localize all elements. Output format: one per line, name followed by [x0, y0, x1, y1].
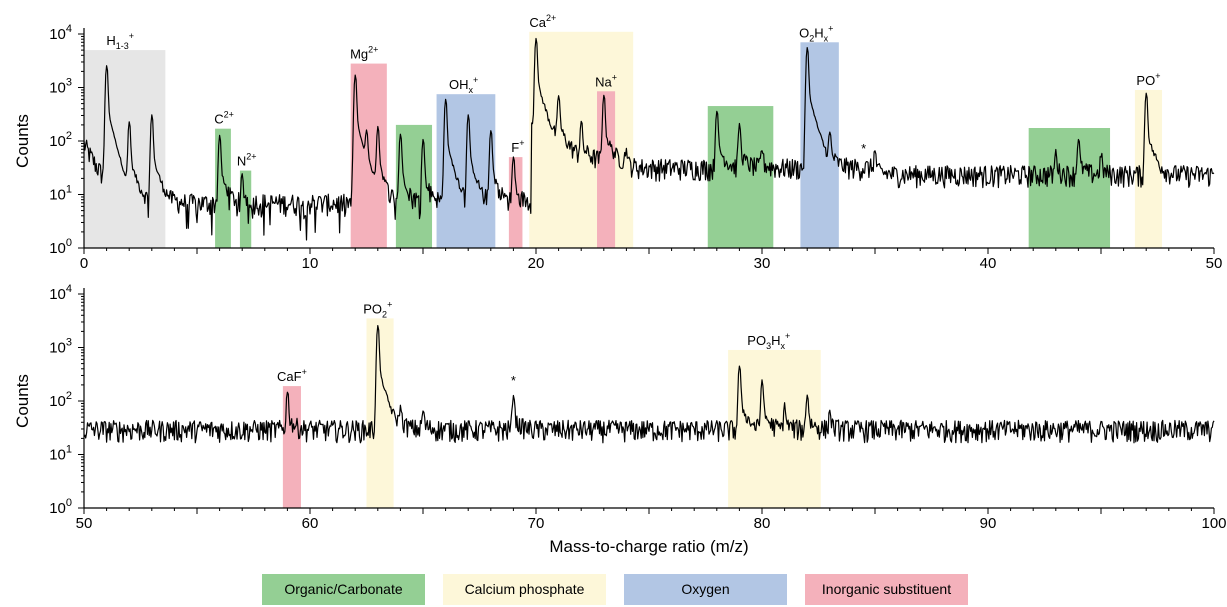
region-0	[84, 50, 166, 249]
peak-label: Ca2+	[529, 13, 556, 30]
region-0	[282, 386, 301, 508]
peak-label: Na+	[595, 72, 617, 89]
region-2	[239, 170, 252, 248]
spectrum-line	[83, 37, 1215, 241]
peak-label: Mg2+	[350, 45, 378, 62]
peak-label: H1-3+	[106, 31, 134, 51]
panel-top: 0 10 20 30 40 50 100 101 102 103 104 Counts H1-3+ C2+…	[13, 13, 1222, 272]
peak-label: PO+	[1136, 71, 1160, 88]
peak-label: PO3Hx+	[747, 331, 790, 351]
annotation-star: *	[511, 373, 516, 388]
y-tick-label: 103	[49, 77, 72, 97]
spectrum-line	[83, 325, 1215, 444]
peak-label: OHx+	[449, 75, 478, 95]
region-11	[1028, 127, 1111, 248]
y-tick-label: 103	[49, 337, 72, 357]
panel-bottom: 50 60 70 80 90 100 100 101 102 103 104 Counts Mass-t…	[13, 283, 1227, 556]
legend-label: Calcium phosphate	[465, 581, 585, 597]
legend-swatch	[443, 574, 606, 605]
y-tick-label: 104	[49, 283, 72, 303]
y-tick-label: 100	[49, 497, 72, 517]
y-tick-label: 104	[49, 23, 72, 43]
y-tick-label: 100	[49, 237, 72, 257]
x-tick-label: 0	[80, 255, 88, 272]
y-tick-label: 102	[49, 130, 72, 150]
legend: Organic/Carbonate Calcium phosphate Oxygen…	[262, 574, 968, 605]
legend-swatch	[262, 574, 425, 605]
legend-swatch	[624, 574, 787, 605]
y-axis-title: Counts	[13, 374, 32, 428]
y-tick-label: 102	[49, 390, 72, 410]
peak-label: F+	[511, 138, 524, 155]
peak-label: O2Hx+	[799, 23, 833, 43]
x-tick-label: 80	[754, 515, 771, 532]
legend-label: Inorganic substituent	[822, 581, 951, 597]
x-tick-label: 50	[1206, 255, 1223, 272]
x-tick-label: 50	[76, 515, 93, 532]
x-tick-label: 40	[980, 255, 997, 272]
legend-label: Oxygen	[681, 581, 729, 597]
x-tick-label: 10	[302, 255, 319, 272]
peak-label: C2+	[214, 110, 234, 127]
region-8	[597, 91, 616, 248]
region-7	[529, 31, 634, 248]
x-tick-label: 90	[980, 515, 997, 532]
peak-label: CaF+	[277, 367, 307, 384]
x-tick-label: 100	[1201, 515, 1226, 532]
x-tick-label: 20	[528, 255, 545, 272]
y-tick-label: 101	[49, 184, 72, 204]
peak-label: PO2+	[363, 299, 392, 319]
y-tick-label: 101	[49, 444, 72, 464]
x-axis-title: Mass-to-charge ratio (m/z)	[549, 537, 748, 556]
region-1	[366, 318, 394, 508]
legend-label: Organic/Carbonate	[284, 581, 403, 597]
y-axis-title: Counts	[13, 114, 32, 168]
legend-swatch	[805, 574, 968, 605]
region-1	[215, 128, 231, 248]
peak-label: N2+	[237, 152, 257, 169]
x-tick-label: 60	[302, 515, 319, 532]
x-tick-label: 70	[528, 515, 545, 532]
annotation-star: *	[861, 141, 866, 156]
region-10	[800, 42, 839, 248]
x-tick-label: 30	[754, 255, 771, 272]
